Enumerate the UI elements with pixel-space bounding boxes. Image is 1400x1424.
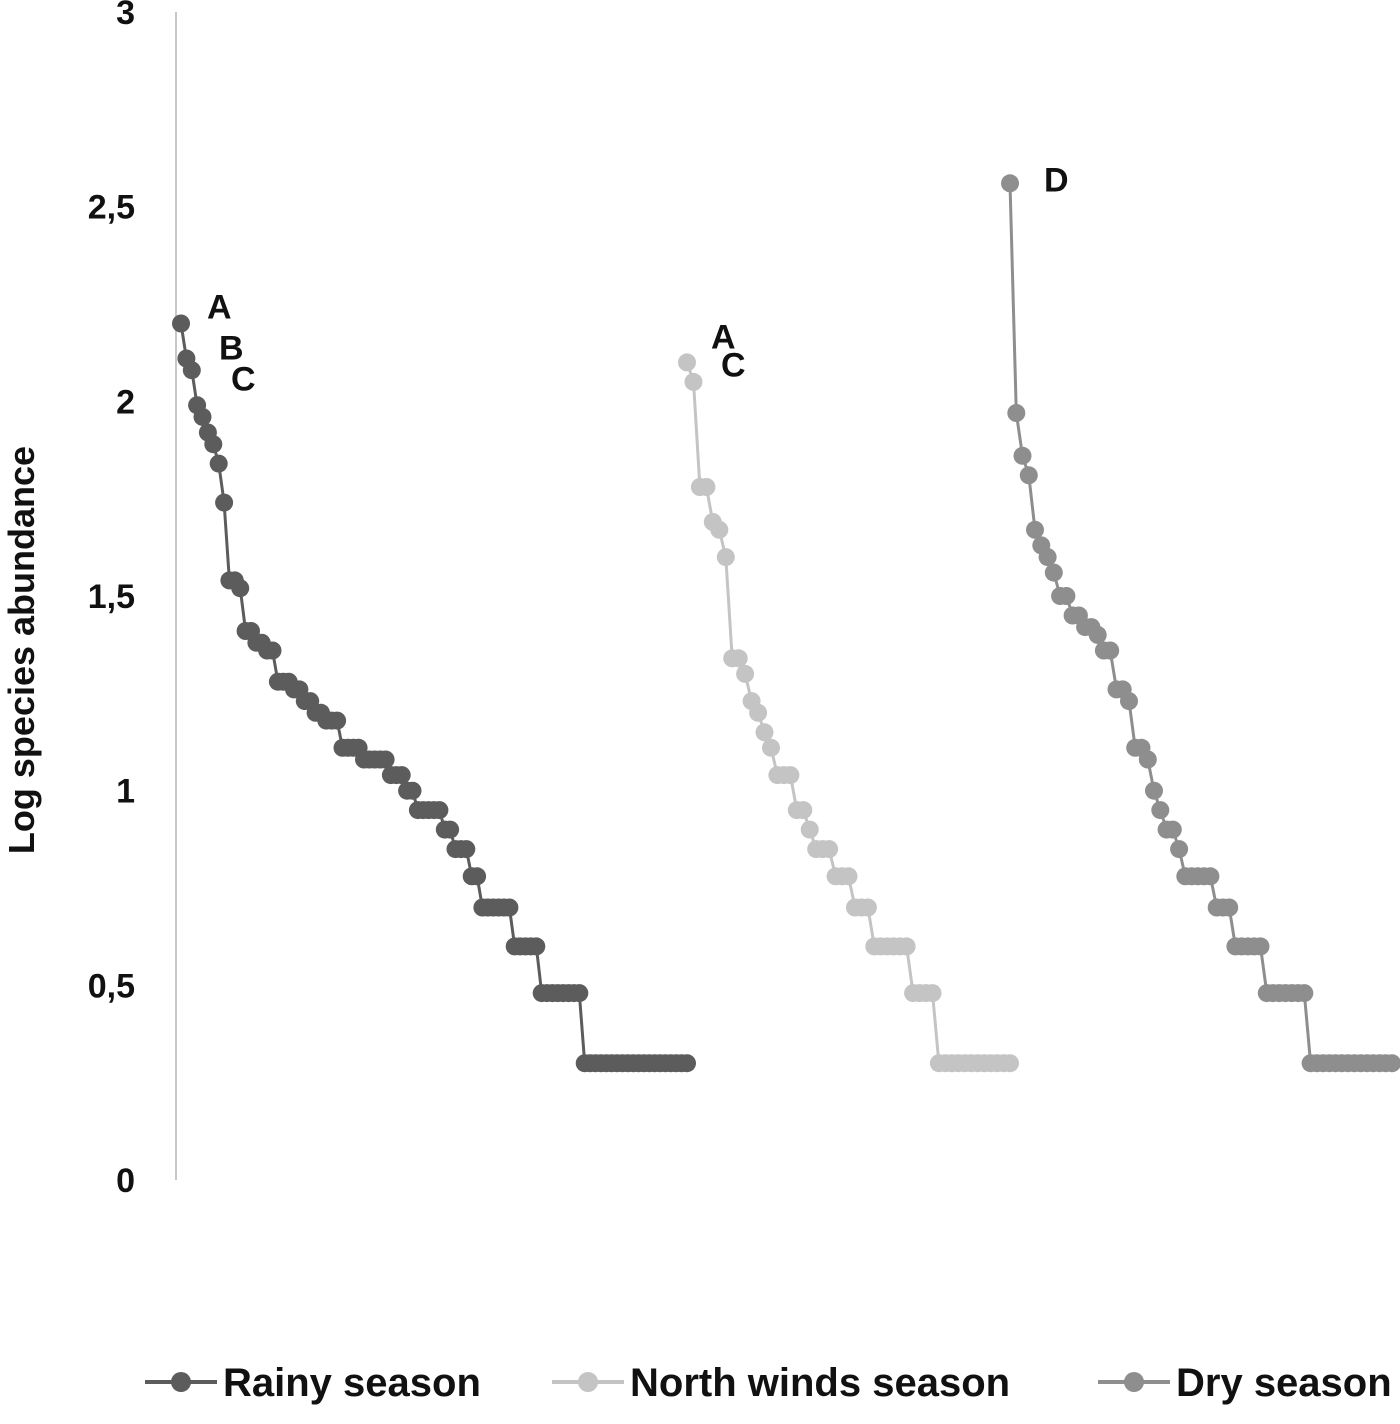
data-point bbox=[1201, 867, 1220, 886]
data-point bbox=[762, 738, 780, 757]
data-point bbox=[1007, 404, 1026, 422]
data-point bbox=[430, 801, 449, 820]
annotation-label: B bbox=[219, 330, 244, 368]
data-point bbox=[897, 937, 916, 956]
data-point bbox=[376, 750, 395, 769]
data-point bbox=[1019, 466, 1038, 485]
data-point bbox=[923, 984, 942, 1003]
data-point bbox=[204, 435, 223, 454]
data-point bbox=[794, 801, 813, 820]
y-tick-label: 3 bbox=[116, 0, 135, 32]
series-line bbox=[179, 323, 687, 1065]
legend-swatch-marker bbox=[171, 1372, 191, 1392]
data-point bbox=[1026, 520, 1044, 539]
data-point bbox=[729, 649, 748, 668]
y-tick-label: 2,5 bbox=[88, 189, 135, 227]
y-tick-label: 0 bbox=[116, 1162, 135, 1200]
y-axis: 0 0,5 1 1,5 2 2,5 3 bbox=[88, 0, 177, 1200]
data-point bbox=[858, 898, 877, 917]
data-point bbox=[710, 520, 729, 539]
annotation-label: D bbox=[1044, 161, 1069, 199]
data-point bbox=[781, 766, 800, 785]
legend-swatch-marker bbox=[1124, 1372, 1144, 1392]
legend-label: Dry season bbox=[1176, 1361, 1392, 1405]
data-point bbox=[172, 314, 190, 333]
data-point bbox=[403, 781, 422, 800]
series-layer bbox=[172, 174, 1400, 1073]
data-point bbox=[527, 937, 546, 956]
data-point bbox=[697, 478, 716, 496]
y-tick-labels: 0 0,5 1 1,5 2 2,5 3 bbox=[88, 0, 135, 1200]
series-line bbox=[1008, 183, 1392, 1065]
data-point bbox=[1251, 937, 1270, 956]
data-point bbox=[1038, 548, 1057, 567]
data-point bbox=[678, 353, 696, 372]
legend-item: Rainy season bbox=[145, 1361, 481, 1405]
data-point bbox=[1101, 641, 1120, 660]
y-tick-label: 1,5 bbox=[88, 578, 135, 616]
legend-label: Rainy season bbox=[223, 1361, 481, 1405]
data-point bbox=[457, 840, 476, 859]
data-point bbox=[800, 820, 819, 839]
data-point bbox=[392, 766, 411, 785]
data-point bbox=[1163, 820, 1182, 839]
data-point bbox=[736, 664, 755, 683]
series-3 bbox=[1001, 174, 1400, 1073]
data-point bbox=[1151, 801, 1170, 820]
data-point bbox=[716, 548, 735, 567]
data-point bbox=[468, 867, 487, 886]
data-point bbox=[839, 867, 858, 886]
y-tick-label: 2 bbox=[116, 383, 135, 421]
data-point bbox=[1057, 587, 1076, 605]
data-point bbox=[678, 1054, 696, 1073]
series-1 bbox=[172, 314, 696, 1073]
data-point bbox=[215, 493, 234, 512]
legend-swatch-marker bbox=[578, 1372, 598, 1392]
y-axis-title: Log species abundance bbox=[1, 446, 42, 854]
annotation-label: C bbox=[231, 361, 256, 399]
annotation-label: A bbox=[207, 289, 232, 327]
data-point bbox=[1295, 984, 1314, 1003]
data-point bbox=[1088, 625, 1107, 644]
data-point bbox=[749, 703, 768, 722]
data-point bbox=[441, 820, 460, 839]
data-point bbox=[1145, 781, 1163, 800]
data-point bbox=[182, 361, 201, 380]
data-point bbox=[1120, 692, 1138, 711]
data-point bbox=[1001, 174, 1019, 193]
data-point bbox=[231, 579, 250, 598]
legend-label: North winds season bbox=[630, 1361, 1010, 1405]
annotation-label: C bbox=[721, 346, 746, 384]
legend: Rainy season North winds season Dry season bbox=[145, 1361, 1392, 1405]
data-point bbox=[328, 711, 347, 730]
data-point bbox=[263, 641, 282, 660]
series-2 bbox=[678, 353, 1019, 1073]
data-point bbox=[570, 984, 589, 1003]
data-point bbox=[1138, 750, 1157, 769]
series-line bbox=[685, 361, 1010, 1065]
data-point bbox=[1170, 840, 1189, 859]
data-point bbox=[1383, 1054, 1400, 1073]
data-point bbox=[1013, 446, 1032, 465]
data-point bbox=[1220, 898, 1239, 917]
annotation-label: A bbox=[711, 318, 736, 356]
data-point bbox=[193, 407, 212, 426]
data-point bbox=[820, 840, 839, 859]
data-point bbox=[500, 898, 519, 917]
data-point bbox=[755, 723, 774, 742]
legend-item: Dry season bbox=[1098, 1361, 1392, 1405]
data-point bbox=[684, 372, 703, 391]
data-point bbox=[1044, 563, 1063, 582]
legend-item: North winds season bbox=[552, 1361, 1010, 1405]
y-tick-label: 1 bbox=[116, 773, 135, 811]
data-point bbox=[209, 454, 228, 473]
data-point bbox=[1001, 1054, 1019, 1073]
y-tick-label: 0,5 bbox=[88, 967, 135, 1005]
